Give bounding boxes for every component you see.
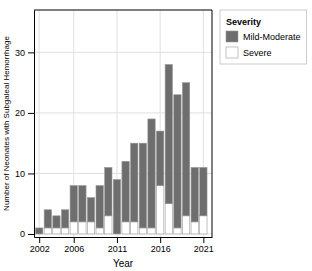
bar-segment xyxy=(182,216,189,234)
bar-segment xyxy=(174,95,181,228)
x-tick: 2002 xyxy=(30,237,50,254)
y-tick: 10 xyxy=(15,169,34,179)
bar-segment xyxy=(113,179,120,233)
bar-segment xyxy=(139,228,146,234)
bar-segment xyxy=(122,161,129,222)
y-tick: 20 xyxy=(15,108,34,118)
bar-segment xyxy=(156,186,163,234)
y-tick-label: 30 xyxy=(15,48,25,58)
legend-box xyxy=(220,10,307,64)
bar-segment xyxy=(131,143,138,222)
y-tick-mark xyxy=(28,173,34,174)
bar-segment xyxy=(131,222,138,234)
bar-segment xyxy=(96,186,103,228)
x-tick: 2011 xyxy=(108,237,127,254)
bar-segment xyxy=(61,210,68,228)
bar-segment xyxy=(79,186,86,222)
y-tick: 30 xyxy=(15,48,34,58)
y-tick-mark xyxy=(28,234,34,235)
bar-segment xyxy=(122,222,129,234)
bar-segment xyxy=(165,204,172,234)
x-tick-label: 2016 xyxy=(151,244,171,254)
bar-segment xyxy=(174,228,181,234)
bar-segment xyxy=(70,222,77,234)
bar-segment xyxy=(139,143,146,228)
bar-segment xyxy=(200,216,207,234)
bar-segment xyxy=(182,83,189,216)
x-tick-mark xyxy=(74,237,75,243)
bar-segment xyxy=(87,198,94,222)
y-axis-title: Number of Neonates with Subgaleal Hemorr… xyxy=(2,36,11,211)
chart-svg: 2002 2006 2011 2016 2021 0 10 20 30 Year Number of… xyxy=(0,0,312,271)
x-tick: 2021 xyxy=(194,237,214,254)
legend-label: Mild-Moderate xyxy=(243,32,301,42)
y-tick-label: 20 xyxy=(15,108,25,118)
legend-swatch xyxy=(226,31,238,42)
legend-swatch xyxy=(226,47,238,58)
bar-segment xyxy=(191,167,198,221)
x-grid-line xyxy=(39,10,40,237)
y-tick-label: 0 xyxy=(20,229,25,239)
bar-segment xyxy=(53,228,60,234)
bar-segment xyxy=(44,228,51,234)
bar-segment xyxy=(44,210,51,228)
x-axis-line xyxy=(35,237,213,238)
legend: Severity Mild-Moderate Severe xyxy=(220,10,307,64)
x-tick-mark xyxy=(160,237,161,243)
x-tick-mark xyxy=(39,237,40,243)
bar-segment xyxy=(61,228,68,234)
y-grid-line xyxy=(34,52,212,53)
frame-line xyxy=(212,10,213,237)
legend-title: Severity xyxy=(226,17,261,27)
bar-segment xyxy=(105,167,112,215)
y-tick-label: 10 xyxy=(15,169,25,179)
x-tick: 2016 xyxy=(151,237,171,254)
bars xyxy=(36,64,208,233)
bar-segment xyxy=(191,222,198,234)
bar-segment xyxy=(156,131,163,185)
plot-area: 2002 2006 2011 2016 2021 0 10 20 30 xyxy=(15,10,214,254)
bar-segment xyxy=(200,167,207,215)
x-tick-label: 2011 xyxy=(108,244,127,254)
legend-label: Severe xyxy=(243,48,272,58)
x-tick-label: 2002 xyxy=(30,244,50,254)
frame-line xyxy=(34,10,212,11)
bar-segment xyxy=(148,119,155,228)
x-tick-mark xyxy=(117,237,118,243)
bar-segment xyxy=(105,216,112,234)
y-axis: 0 10 20 30 xyxy=(15,11,35,240)
bar-segment xyxy=(87,222,94,234)
x-tick: 2006 xyxy=(64,237,84,254)
y-axis-line xyxy=(34,11,35,238)
y-tick-mark xyxy=(28,52,34,53)
x-axis-title: Year xyxy=(113,258,134,269)
bar-segment xyxy=(79,222,86,234)
chart-container: 2002 2006 2011 2016 2021 0 10 20 30 Year Number of… xyxy=(0,0,312,271)
y-tick-mark xyxy=(28,113,34,114)
bar-segment xyxy=(70,186,77,222)
grid xyxy=(34,10,212,237)
x-tick-mark xyxy=(203,237,204,243)
bar-segment xyxy=(36,228,43,234)
x-tick-label: 2006 xyxy=(64,244,84,254)
x-axis: 2002 2006 2011 2016 2021 xyxy=(30,237,214,254)
y-tick: 0 xyxy=(20,229,34,239)
bar-segment xyxy=(165,64,172,203)
x-tick-label: 2021 xyxy=(194,244,214,254)
bar-segment xyxy=(96,228,103,234)
bar-segment xyxy=(53,216,60,228)
bar-segment xyxy=(148,228,155,234)
